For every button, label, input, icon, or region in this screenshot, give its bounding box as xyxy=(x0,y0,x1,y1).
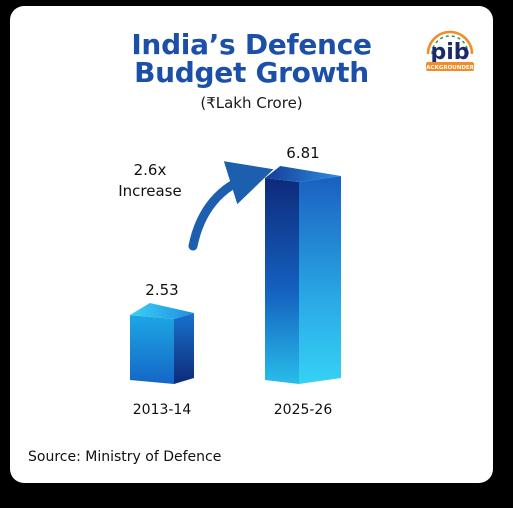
value-label-2025-26: 6.81 xyxy=(286,144,319,162)
curved-arrow-icon xyxy=(188,161,274,251)
source-note: Source: Ministry of Defence xyxy=(28,449,222,465)
category-label-2025-26: 2025-26 xyxy=(274,402,333,418)
bar-front-face xyxy=(130,315,174,384)
bar-side-face xyxy=(174,313,194,384)
bar-top-face xyxy=(130,303,194,320)
chart-title-line-1: India’s Defence xyxy=(131,28,372,61)
bar-chart: 2.6x Increase 2.53 2013-14 6.81 2025-26 xyxy=(118,144,341,418)
bar-2013-14 xyxy=(130,303,194,384)
chart-unit-subtitle: (₹Lakh Crore) xyxy=(200,94,303,112)
annotation-line-1: 2.6x xyxy=(134,161,167,179)
logo-subtext: BACKGROUNDERS xyxy=(422,65,478,71)
logo-text: pib xyxy=(430,40,469,65)
bar-2025-26 xyxy=(265,166,341,384)
pib-logo-icon: pib BACKGROUNDERS xyxy=(422,30,478,71)
bar-front-face xyxy=(265,178,299,384)
infographic-card: India’s Defence Budget Growth (₹Lakh Cro… xyxy=(10,6,493,483)
annotation-line-2: Increase xyxy=(118,182,181,200)
category-label-2013-14: 2013-14 xyxy=(133,402,192,418)
bar-top-face xyxy=(265,166,341,182)
bar-side-face xyxy=(299,176,341,384)
value-label-2013-14: 2.53 xyxy=(145,281,178,299)
chart-title-line-2: Budget Growth xyxy=(134,56,369,89)
